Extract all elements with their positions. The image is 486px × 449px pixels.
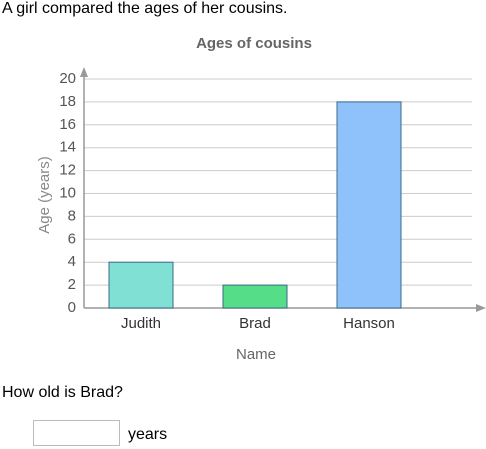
bar	[336, 101, 402, 309]
y-axis-arrow	[80, 67, 88, 77]
y-tick-label: 4	[68, 253, 76, 270]
y-tick-label: 14	[59, 139, 76, 156]
y-tick-label: 12	[59, 162, 76, 179]
x-tick-label: Judith	[121, 315, 161, 332]
y-tick-label: 16	[59, 116, 76, 133]
question: How old is Brad?	[2, 384, 123, 401]
answer-input[interactable]	[33, 420, 120, 446]
answer-unit: years	[128, 426, 168, 443]
y-tick-label: 8	[68, 207, 76, 224]
y-tick-label: 6	[68, 230, 76, 247]
y-tick-label: 0	[68, 299, 76, 316]
y-tick-label: 10	[59, 184, 76, 201]
x-tick-label: Hanson	[343, 315, 395, 332]
intro: A girl compared the ages of her cousins.	[2, 0, 288, 17]
x-tick-label: Brad	[239, 315, 271, 332]
y-tick-label: 20	[59, 70, 76, 87]
bar	[108, 261, 174, 309]
y-tick-label: 2	[68, 276, 76, 293]
y-axis-label: Age (years)	[36, 156, 53, 234]
x-axis-arrow	[476, 304, 486, 312]
x-axis-label: Name	[236, 346, 276, 363]
bar	[222, 284, 288, 309]
chart: Ages of cousins Name Age (years) 0 2 4 6 8 10…	[36, 35, 486, 363]
y-tick-label: 18	[59, 93, 76, 110]
chart-title: Ages of cousins	[196, 35, 312, 52]
